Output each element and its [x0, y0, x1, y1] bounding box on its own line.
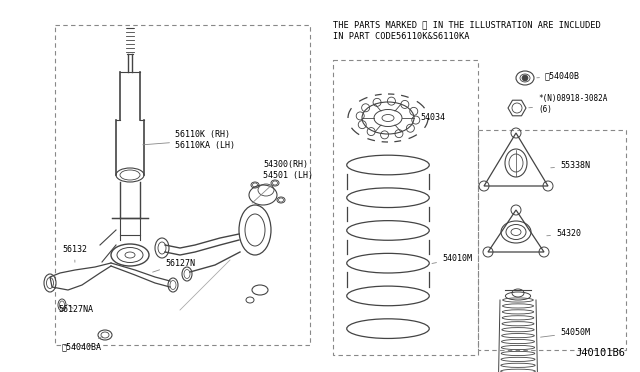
Text: 54300(RH)
54501 (LH): 54300(RH) 54501 (LH)	[252, 160, 313, 203]
Bar	[478, 130, 626, 350]
Text: 56132: 56132	[62, 246, 87, 262]
Text: 54320: 54320	[547, 230, 581, 238]
Bar	[55, 25, 310, 345]
Text: 55338N: 55338N	[551, 161, 590, 170]
Circle shape	[522, 75, 528, 81]
Text: 54050M: 54050M	[541, 328, 590, 337]
Text: J40101B6: J40101B6	[575, 348, 625, 358]
Text: 54034: 54034	[420, 113, 445, 122]
Text: *(N)08918-3082A
(6): *(N)08918-3082A (6)	[529, 94, 607, 114]
Text: 54010M: 54010M	[432, 254, 472, 263]
Text: ※54040B: ※54040B	[537, 71, 580, 80]
Text: 56110K (RH)
56110KA (LH): 56110K (RH) 56110KA (LH)	[143, 130, 235, 150]
Text: 56127N: 56127N	[152, 259, 195, 272]
Text: THE PARTS MARKED ※ IN THE ILLUSTRATION ARE INCLUDED
IN PART CODE56110K&S6110KA: THE PARTS MARKED ※ IN THE ILLUSTRATION A…	[333, 20, 601, 41]
Text: ※54040BA: ※54040BA	[62, 336, 102, 352]
Bar	[333, 60, 478, 355]
Text: 56127NA: 56127NA	[58, 305, 93, 314]
